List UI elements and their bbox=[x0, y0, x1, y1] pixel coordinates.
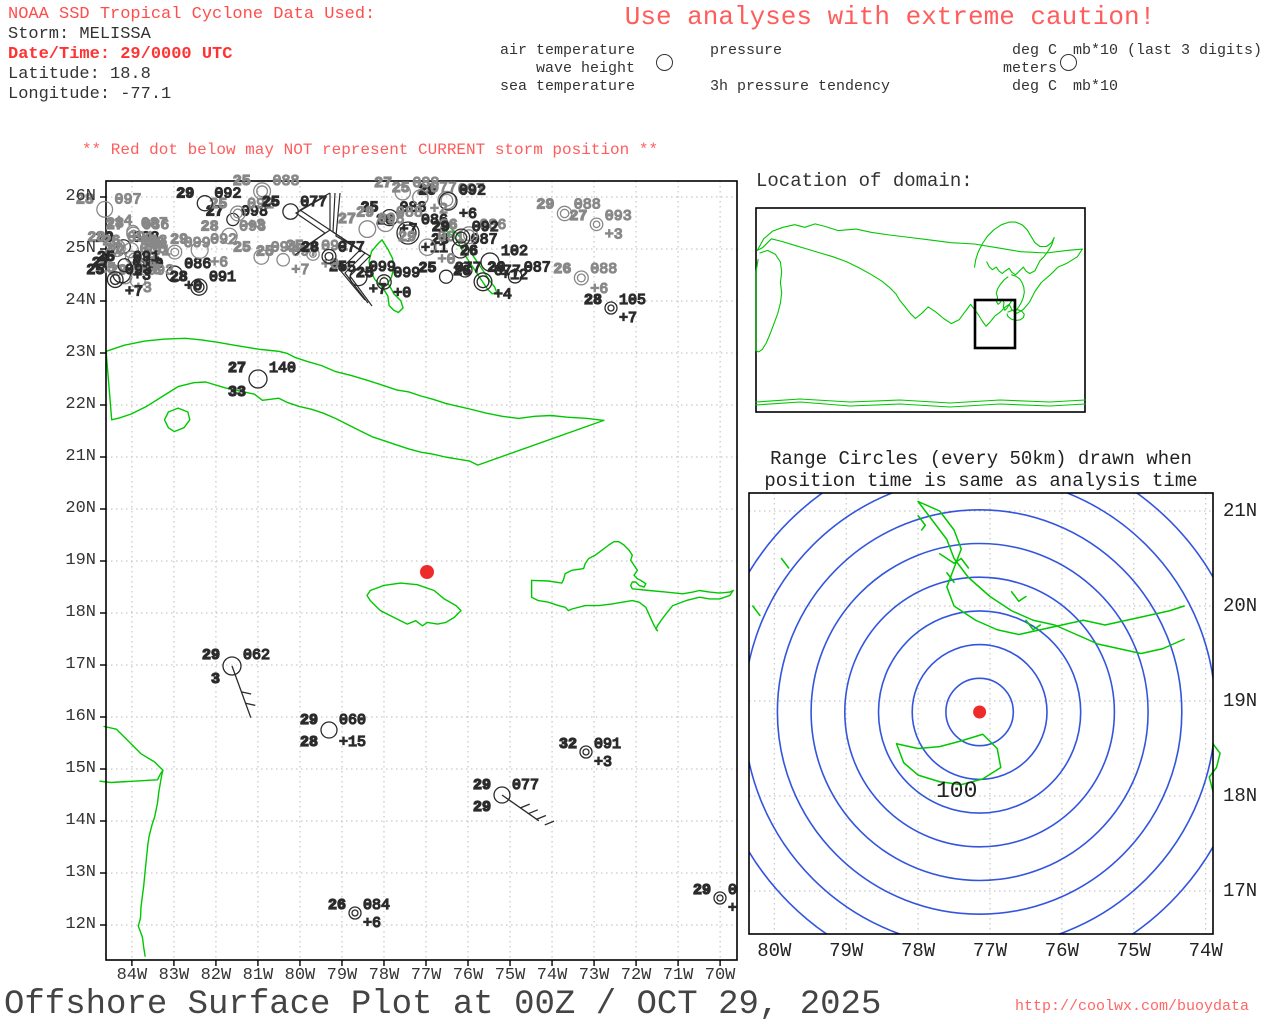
svg-text:100: 100 bbox=[936, 778, 977, 804]
